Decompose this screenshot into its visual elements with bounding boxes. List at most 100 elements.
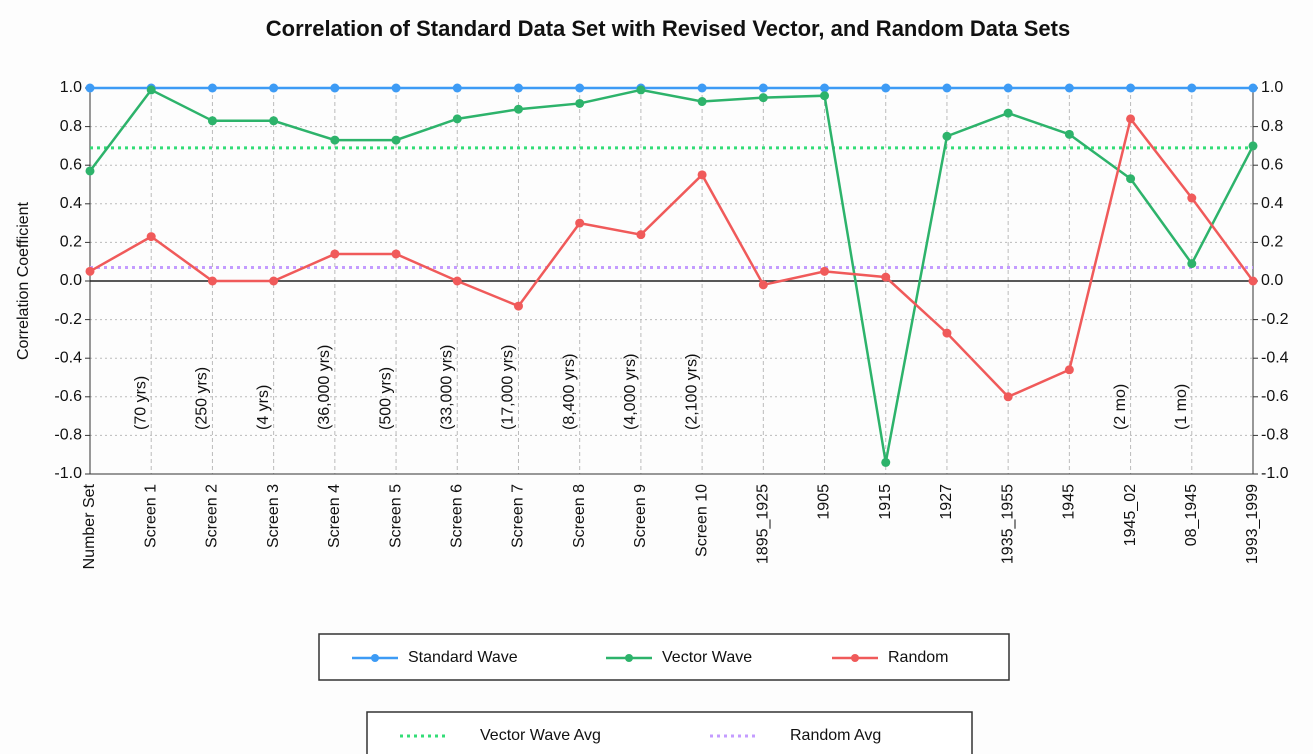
x-tick-label: 1993_1999: [1244, 484, 1261, 564]
annotation: (1 mo): [1173, 384, 1190, 430]
annotation: (2,100 yrs): [683, 354, 700, 430]
series-line: [89, 116, 1255, 399]
annotation: (4 yrs): [255, 385, 272, 430]
data-point: [942, 83, 952, 93]
y2-tick-label: -0.2: [1261, 311, 1289, 328]
y-tick-label: 1.0: [60, 79, 82, 96]
data-point: [1248, 83, 1258, 93]
data-point: [636, 230, 646, 240]
data-point: [85, 83, 95, 93]
data-point: [85, 166, 95, 176]
y2-tick-label: 0.6: [1261, 156, 1283, 173]
data-point: [881, 457, 891, 467]
data-point: [146, 232, 156, 242]
y2-tick-label: -0.4: [1261, 349, 1289, 366]
data-point: [1064, 129, 1074, 139]
y2-tick-label: -0.6: [1261, 388, 1289, 405]
annotation: (500 yrs): [377, 367, 394, 430]
x-tick-label: Screen 6: [448, 484, 465, 548]
annotation: (33,000 yrs): [438, 345, 455, 430]
chart-title: Correlation of Standard Data Set with Re…: [266, 16, 1070, 41]
legend-swatch: [851, 654, 859, 662]
y2-tick-label: 0.2: [1261, 234, 1283, 251]
data-point: [1064, 83, 1074, 93]
annotation: (250 yrs): [194, 367, 211, 430]
data-point: [575, 218, 585, 228]
legend-box: [318, 633, 1010, 681]
legend-label: Random Avg: [790, 727, 881, 744]
data-point: [207, 276, 217, 286]
data-point: [452, 114, 462, 124]
data-point: [758, 280, 768, 290]
x-tick-label: Screen 8: [571, 484, 588, 548]
legend-swatch: [371, 654, 379, 662]
data-point: [636, 85, 646, 95]
data-point: [1248, 276, 1258, 286]
data-point: [1126, 83, 1136, 93]
legend-label: Standard Wave: [408, 649, 518, 666]
data-point: [391, 135, 401, 145]
y-tick-label: -0.6: [54, 388, 82, 405]
y-tick-label: -1.0: [54, 465, 82, 482]
data-point: [513, 83, 523, 93]
data-point: [820, 91, 830, 101]
data-point: [1187, 259, 1197, 269]
data-point: [330, 83, 340, 93]
x-tick-label: 1945_02: [1122, 484, 1139, 546]
data-point: [1187, 193, 1197, 203]
series-line: [89, 88, 1255, 463]
y-tick-label: 0.8: [60, 118, 82, 135]
x-tick-label: 1915: [877, 484, 894, 520]
data-point: [330, 249, 340, 259]
data-point: [269, 116, 279, 126]
annotation: (70 yrs): [132, 376, 149, 430]
y-tick-label: -0.8: [54, 427, 82, 444]
x-tick-label: Screen 10: [693, 484, 710, 557]
x-tick-label: 1895_1925: [755, 484, 772, 564]
x-tick-label: 1905: [816, 484, 833, 520]
data-point: [85, 266, 95, 276]
x-tick-label: 08_1945: [1183, 484, 1200, 546]
x-tick-label: Screen 1: [142, 484, 159, 548]
y-axis-title: Correlation Coefficient: [15, 201, 32, 360]
x-tick-label: Screen 3: [265, 484, 282, 548]
data-point: [1064, 365, 1074, 375]
data-point: [697, 97, 707, 107]
data-point: [758, 83, 768, 93]
y-tick-label: 0.6: [60, 156, 82, 173]
y2-tick-label: 0.8: [1261, 118, 1283, 135]
data-point: [1003, 108, 1013, 118]
data-point: [1003, 83, 1013, 93]
data-point: [1126, 114, 1136, 124]
x-tick-label: Screen 7: [510, 484, 527, 548]
y2-tick-label: -0.8: [1261, 427, 1289, 444]
x-tick-label: Screen 9: [632, 484, 649, 548]
data-point: [207, 116, 217, 126]
data-point: [391, 83, 401, 93]
annotation: (36,000 yrs): [316, 345, 333, 430]
x-tick-label: Screen 5: [387, 484, 404, 548]
data-point: [697, 170, 707, 180]
y2-tick-label: -1.0: [1261, 465, 1289, 482]
data-point: [146, 85, 156, 95]
legend-label: Vector Wave Avg: [480, 727, 601, 744]
x-tick-label: 1935_1955: [999, 484, 1016, 564]
data-point: [207, 83, 217, 93]
data-point: [1003, 392, 1013, 402]
data-point: [391, 249, 401, 259]
data-point: [697, 83, 707, 93]
data-point: [1248, 141, 1258, 151]
legend-swatch: [625, 654, 633, 662]
data-point: [452, 83, 462, 93]
data-point: [758, 93, 768, 103]
annotation: (17,000 yrs): [500, 345, 517, 430]
data-point: [575, 83, 585, 93]
y-tick-label: 0.4: [60, 195, 82, 212]
x-tick-label: 1927: [938, 484, 955, 520]
data-point: [452, 276, 462, 286]
legend-label: Vector Wave: [662, 649, 752, 666]
annotation: (8,400 yrs): [561, 354, 578, 430]
data-point: [942, 131, 952, 141]
